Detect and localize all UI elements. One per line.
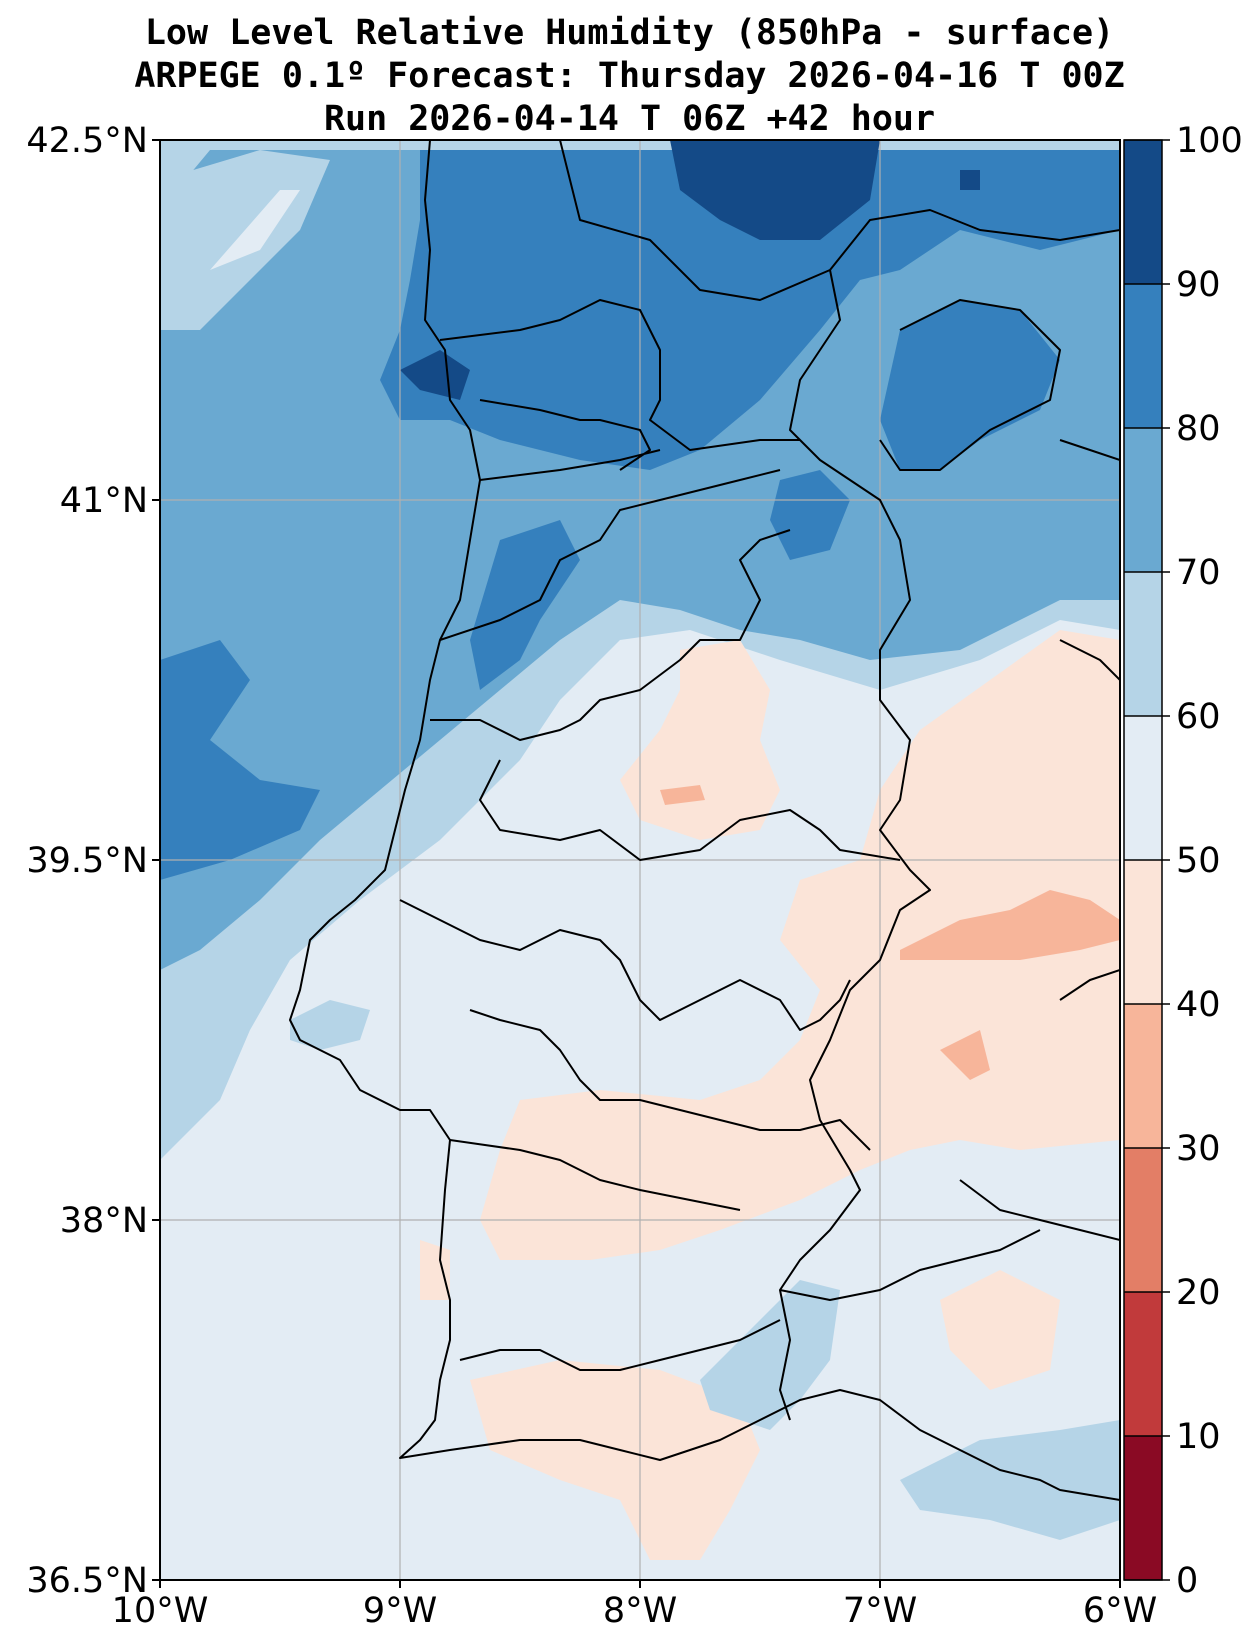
colorbar-segment — [1124, 1148, 1162, 1292]
colorbar: 0 10 20 30 40 50 60 70 80 90 100 — [1123, 121, 1243, 1601]
colorbar-tick-label: 20 — [1176, 1273, 1221, 1313]
colorbar-segment — [1124, 1004, 1162, 1148]
lat-tick-label: 36.5°N — [26, 1561, 148, 1601]
lat-tick-label: 42.5°N — [26, 121, 148, 161]
colorbar-tick-label: 60 — [1176, 697, 1221, 737]
lon-tick-label: 7°W — [843, 1591, 917, 1631]
colorbar-segment — [1124, 716, 1162, 860]
colorbar-tick-label: 90 — [1176, 265, 1221, 305]
colorbar-tick-label: 70 — [1176, 553, 1221, 593]
humidity-fill-60-70-south — [700, 1280, 840, 1430]
humidity-fill-50-60-pocket — [210, 190, 300, 270]
lon-tick-label: 9°W — [363, 1591, 437, 1631]
colorbar-segment — [1124, 1436, 1162, 1580]
lat-tick-label: 38°N — [60, 1201, 148, 1241]
colorbar-segment — [1124, 284, 1162, 428]
colorbar-segment — [1124, 428, 1162, 572]
coastline — [289, 140, 1120, 1501]
colorbar-tick-label: 50 — [1176, 841, 1221, 881]
humidity-fill-80-90-northeast — [880, 300, 1060, 470]
colorbar-tick-label: 10 — [1176, 1417, 1221, 1457]
humidity-fill-40-50-south — [470, 1360, 760, 1560]
district-line-south — [449, 1009, 1041, 1371]
title-line-3: Run 2026-04-14 T 06Z +42 hour — [323, 99, 936, 139]
humidity-fill-90-100-north — [670, 140, 880, 240]
humidity-fill-30-40-east — [900, 890, 1120, 960]
district-line-north — [439, 299, 800, 641]
border-spain-regions — [879, 299, 1120, 1241]
humidity-fill-90-100-small — [960, 170, 980, 190]
district-line-center — [399, 529, 901, 1031]
humidity-fill-40-50-west — [420, 1240, 450, 1300]
map-panel — [160, 140, 1120, 1580]
humidity-fill-60-70-lisbon — [290, 1000, 370, 1050]
humidity-fill-80-90-north — [380, 150, 1120, 470]
colorbar-segment — [1124, 1292, 1162, 1436]
border-spain-portugal — [559, 140, 1120, 1421]
humidity-fill-80-90-west — [160, 640, 320, 880]
colorbar-tick-label: 80 — [1176, 409, 1221, 449]
humidity-fill-30-40-patch — [940, 1030, 990, 1080]
lon-tick-label: 8°W — [603, 1591, 677, 1631]
coastline-borders — [289, 140, 1120, 1501]
title-line-1: Low Level Relative Humidity (850hPa - su… — [144, 13, 1115, 53]
lon-tick-label: 10°W — [112, 1591, 209, 1631]
lon-tick-label: 6°W — [1083, 1591, 1157, 1631]
latitude-axis: 42.5°N 41°N 39.5°N 38°N 36.5°N — [26, 121, 160, 1601]
humidity-fill-30-40-small — [660, 785, 705, 805]
longitude-axis: 10°W 9°W 8°W 7°W 6°W — [112, 1580, 1157, 1631]
colorbar-tick-label: 30 — [1176, 1129, 1221, 1169]
title-line-2: ARPEGE 0.1º Forecast: Thursday 2026-04-1… — [134, 56, 1125, 96]
lat-tick-label: 39.5°N — [26, 841, 148, 881]
colorbar-segment — [1124, 140, 1162, 284]
colorbar-tick-label: 0 — [1176, 1561, 1198, 1601]
colorbar-tick-label: 100 — [1176, 121, 1243, 161]
humidity-fill-80-90-coast — [470, 520, 580, 690]
humidity-fill-80-90-center — [770, 470, 850, 560]
humidity-fill-90-100-patch — [400, 350, 470, 400]
colorbar-segment — [1124, 860, 1162, 1004]
humidity-fill-60-70-southeast — [900, 1420, 1120, 1540]
colorbar-tick-label: 40 — [1176, 985, 1221, 1025]
lat-tick-label: 41°N — [60, 481, 148, 521]
colorbar-segment — [1124, 572, 1162, 716]
humidity-fill-40-50-sw — [940, 1270, 1060, 1390]
